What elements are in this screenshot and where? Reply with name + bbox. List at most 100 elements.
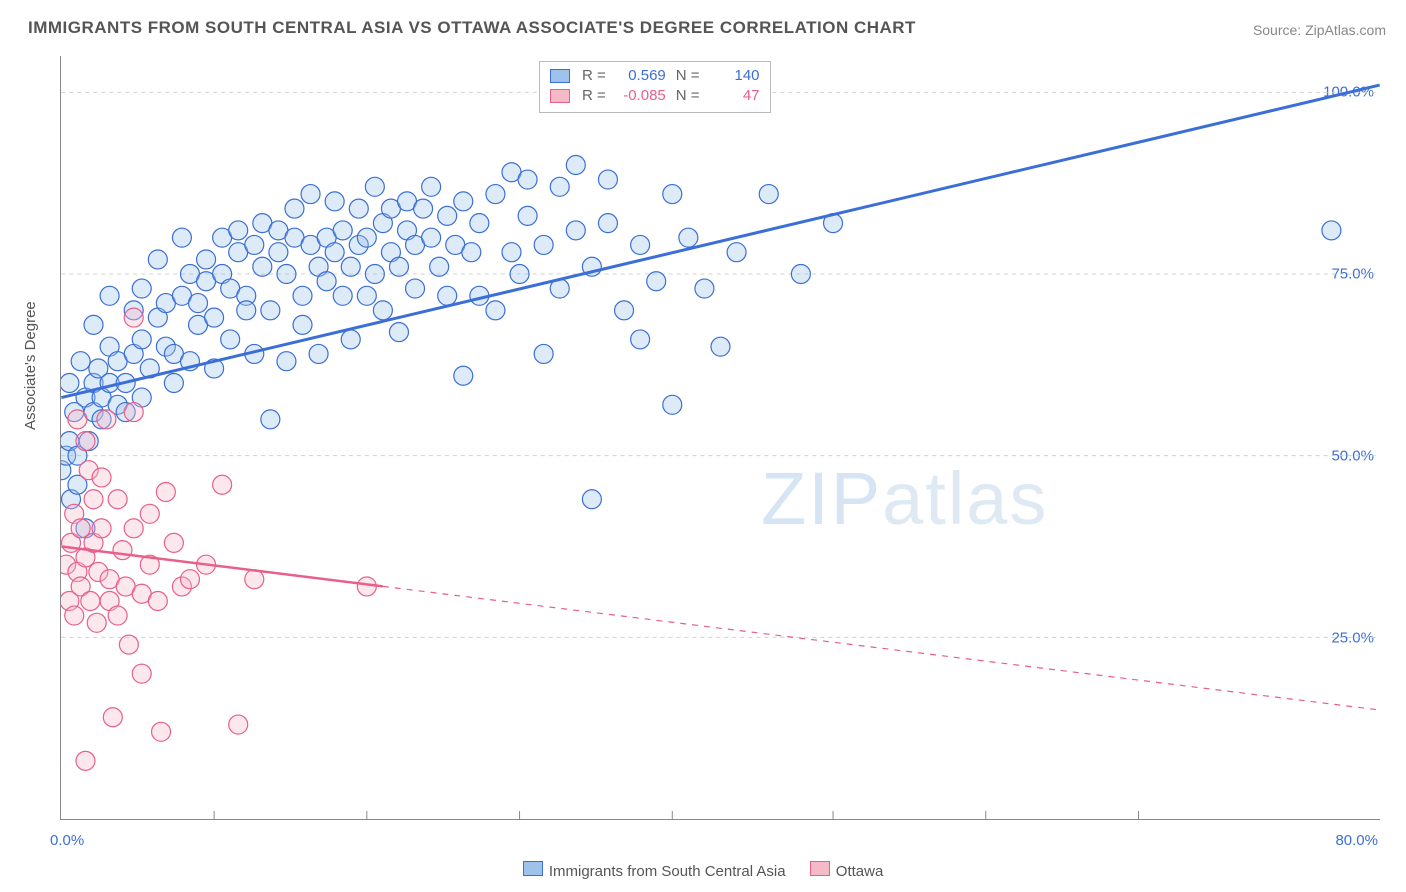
point-blue <box>357 286 376 305</box>
point-pink <box>357 577 376 596</box>
stats-row-blue: R = 0.569 N = 140 <box>550 66 760 86</box>
n-label-2: N = <box>676 86 700 106</box>
plot-area: ZIPatlas R = 0.569 N = 140 R = -0.085 N … <box>60 56 1380 820</box>
r-value-1: 0.569 <box>616 66 666 86</box>
point-blue <box>309 344 328 363</box>
point-blue <box>438 286 457 305</box>
point-blue <box>205 308 224 327</box>
point-blue <box>631 235 650 254</box>
point-blue <box>357 228 376 247</box>
point-blue <box>1322 221 1341 240</box>
point-pink <box>84 490 103 509</box>
point-blue <box>486 301 505 320</box>
point-pink <box>108 606 127 625</box>
point-blue <box>510 265 529 284</box>
point-blue <box>61 374 79 393</box>
point-blue <box>454 366 473 385</box>
point-pink <box>76 432 95 451</box>
legend-item-1: Immigrants from South Central Asia <box>523 861 786 880</box>
point-blue <box>663 395 682 414</box>
n-label-1: N = <box>676 66 700 86</box>
point-pink <box>148 592 167 611</box>
point-blue <box>148 250 167 269</box>
point-pink <box>124 308 143 327</box>
point-pink <box>68 410 87 429</box>
point-blue <box>365 177 384 196</box>
point-pink <box>103 708 122 727</box>
point-blue <box>365 265 384 284</box>
point-blue <box>245 235 264 254</box>
source-attribution: Source: ZipAtlas.com <box>1253 22 1386 38</box>
point-blue <box>349 199 368 218</box>
y-axis-title: Associate's Degree <box>22 301 39 430</box>
point-blue <box>132 330 151 349</box>
point-blue <box>389 323 408 342</box>
point-blue <box>253 257 272 276</box>
point-blue <box>100 286 119 305</box>
point-blue <box>285 199 304 218</box>
chart-svg-layer <box>61 56 1380 819</box>
point-blue <box>172 228 191 247</box>
point-blue <box>261 410 280 429</box>
point-pink <box>229 715 248 734</box>
point-blue <box>333 221 352 240</box>
n-value-2: 47 <box>710 86 760 106</box>
point-blue <box>518 170 537 189</box>
point-blue <box>462 243 481 262</box>
point-pink <box>152 722 171 741</box>
bottom-legend: Immigrants from South Central Asia Ottaw… <box>0 861 1406 880</box>
x-tick-0: 0.0% <box>50 832 84 849</box>
point-blue <box>422 177 441 196</box>
point-blue <box>414 199 433 218</box>
point-pink <box>124 403 143 422</box>
legend-item-2: Ottawa <box>810 861 884 880</box>
point-blue <box>293 286 312 305</box>
point-blue <box>229 221 248 240</box>
trendline-pink-dashed <box>383 586 1380 710</box>
point-blue <box>598 214 617 233</box>
point-pink <box>140 504 159 523</box>
point-blue <box>615 301 634 320</box>
point-pink <box>92 519 111 538</box>
point-blue <box>277 352 296 371</box>
point-blue <box>132 279 151 298</box>
point-blue <box>269 243 288 262</box>
point-pink <box>97 410 116 429</box>
point-blue <box>727 243 746 262</box>
point-blue <box>711 337 730 356</box>
point-pink <box>76 751 95 770</box>
swatch-blue <box>550 69 570 83</box>
point-pink <box>87 613 106 632</box>
point-blue <box>341 257 360 276</box>
point-pink <box>108 490 127 509</box>
r-value-2: -0.085 <box>616 86 666 106</box>
point-blue <box>84 315 103 334</box>
point-blue <box>470 214 489 233</box>
stats-row-pink: R = -0.085 N = 47 <box>550 86 760 106</box>
point-blue <box>791 265 810 284</box>
chart-title: IMMIGRANTS FROM SOUTH CENTRAL ASIA VS OT… <box>28 18 916 38</box>
point-blue <box>438 206 457 225</box>
point-blue <box>422 228 441 247</box>
point-blue <box>486 185 505 204</box>
legend-label-1: Immigrants from South Central Asia <box>549 863 786 880</box>
point-blue <box>534 344 553 363</box>
stats-legend-box: R = 0.569 N = 140 R = -0.085 N = 47 <box>539 61 771 113</box>
point-blue <box>373 301 392 320</box>
point-blue <box>237 301 256 320</box>
point-pink <box>113 541 132 560</box>
point-blue <box>341 330 360 349</box>
swatch-pink <box>550 89 570 103</box>
r-label-1: R = <box>582 66 606 86</box>
point-pink <box>132 664 151 683</box>
point-blue <box>695 279 714 298</box>
point-blue <box>197 250 216 269</box>
point-blue <box>631 330 650 349</box>
point-blue <box>454 192 473 211</box>
legend-swatch-blue <box>523 861 543 876</box>
point-pink <box>245 570 264 589</box>
point-blue <box>759 185 778 204</box>
point-blue <box>164 374 183 393</box>
point-blue <box>647 272 666 291</box>
point-blue <box>550 177 569 196</box>
